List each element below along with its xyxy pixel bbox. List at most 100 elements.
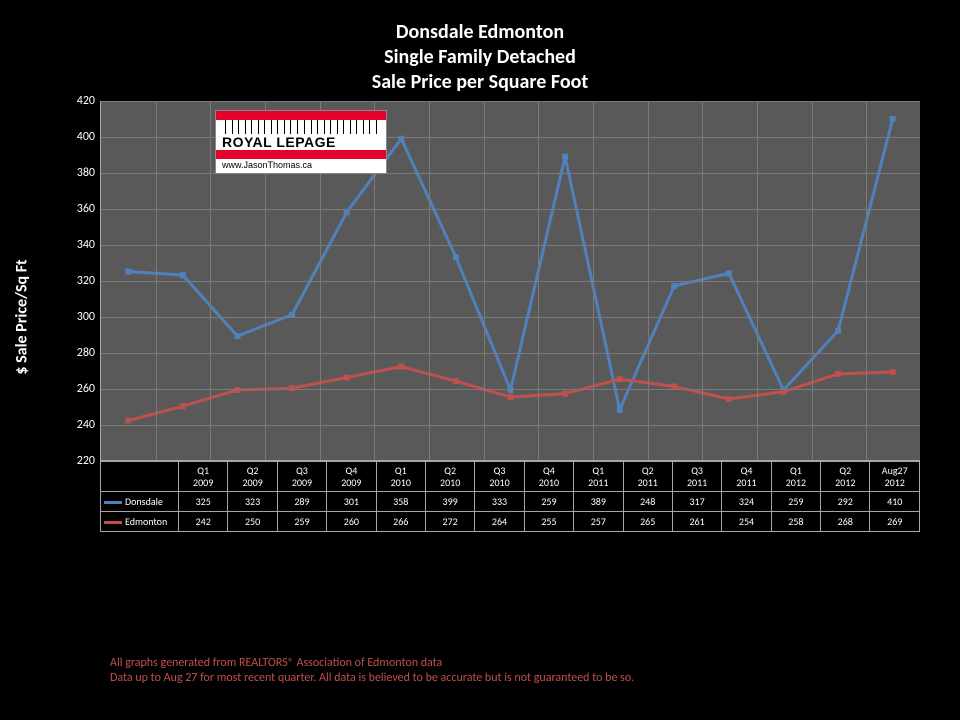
table-row: Donsdale32532328930135839933325938924831… <box>101 492 920 512</box>
y-tick-label: 360 <box>61 202 95 216</box>
y-tick-label: 300 <box>61 310 95 324</box>
legend-label: Donsdale <box>125 495 163 508</box>
y-tick-label: 400 <box>61 130 95 144</box>
logo-url: www.JasonThomas.ca <box>216 159 386 173</box>
gridline <box>101 101 920 102</box>
data-cell: 325 <box>179 492 228 512</box>
chart-frame: ROYAL LEPAGE www.JasonThomas.ca Donsdale… <box>0 0 960 720</box>
data-cell: 259 <box>277 512 326 532</box>
data-cell: 317 <box>672 492 721 512</box>
x-gridline <box>593 101 594 460</box>
marker <box>562 391 568 397</box>
data-cell: 333 <box>475 492 524 512</box>
y-axis-label: $ Sale Price/Sq Ft <box>13 259 32 374</box>
category-header: Q22010 <box>425 462 474 492</box>
y-tick-label: 260 <box>61 382 95 396</box>
marker <box>453 378 459 384</box>
data-cell: 261 <box>672 512 721 532</box>
legend-swatch <box>104 501 122 504</box>
data-cell: 250 <box>228 512 277 532</box>
x-gridline <box>484 101 485 460</box>
category-header: Q12011 <box>574 462 623 492</box>
data-cell: 269 <box>870 512 920 532</box>
marker <box>835 371 841 377</box>
data-cell: 358 <box>376 492 425 512</box>
data-cell: 248 <box>623 492 672 512</box>
marker <box>508 394 514 400</box>
table-corner <box>101 462 179 492</box>
category-header: Q32009 <box>277 462 326 492</box>
logo-bar-bottom <box>216 150 386 159</box>
x-gridline <box>757 101 758 460</box>
marker <box>890 369 896 375</box>
disclaimer-line-1: All graphs generated from REALTORS® Asso… <box>110 656 634 671</box>
marker <box>562 154 568 160</box>
marker <box>344 374 350 380</box>
legend-cell-donsdale: Donsdale <box>101 492 179 512</box>
marker <box>125 418 131 424</box>
marker <box>180 272 186 278</box>
data-cell: 255 <box>524 512 573 532</box>
marker <box>726 396 732 402</box>
plot-wrap: $ Sale Price/Sq Ft 220240260280300320340… <box>40 101 920 532</box>
data-cell: 272 <box>425 512 474 532</box>
data-cell: 389 <box>574 492 623 512</box>
data-cell: 324 <box>722 492 771 512</box>
category-header: Aug272012 <box>870 462 920 492</box>
title-line-1: Donsdale Edmonton <box>40 20 920 45</box>
gridline <box>101 353 920 354</box>
marker <box>125 269 131 275</box>
x-gridline <box>429 101 430 460</box>
data-cell: 259 <box>771 492 820 512</box>
data-cell: 301 <box>327 492 376 512</box>
data-cell: 410 <box>870 492 920 512</box>
data-cell: 254 <box>722 512 771 532</box>
gridline <box>101 245 920 246</box>
legend-label: Edmonton <box>125 515 167 528</box>
category-header: Q22009 <box>228 462 277 492</box>
x-gridline <box>538 101 539 460</box>
marker <box>726 270 732 276</box>
table-row: Edmonton24225025926026627226425525726526… <box>101 512 920 532</box>
marker <box>398 364 404 370</box>
category-header: Q42009 <box>327 462 376 492</box>
y-tick-label: 420 <box>61 94 95 108</box>
y-tick-label: 320 <box>61 274 95 288</box>
y-tick-label: 280 <box>61 346 95 360</box>
data-cell: 257 <box>574 512 623 532</box>
category-header: Q12012 <box>771 462 820 492</box>
data-cell: 265 <box>623 512 672 532</box>
logo-bar-top <box>216 111 386 120</box>
category-header: Q42011 <box>722 462 771 492</box>
disclaimer-line-2: Data up to Aug 27 for most recent quarte… <box>110 671 634 686</box>
disclaimer: All graphs generated from REALTORS® Asso… <box>110 656 634 686</box>
category-header: Q12009 <box>179 462 228 492</box>
gridline <box>101 281 920 282</box>
gridline <box>101 317 920 318</box>
data-cell: 260 <box>327 512 376 532</box>
category-header: Q12010 <box>376 462 425 492</box>
x-gridline <box>866 101 867 460</box>
royal-lepage-logo: ROYAL LEPAGE www.JasonThomas.ca <box>215 110 387 174</box>
marker <box>671 283 677 289</box>
marker <box>235 333 241 339</box>
chart-titles: Donsdale Edmonton Single Family Detached… <box>40 20 920 95</box>
category-header: Q32010 <box>475 462 524 492</box>
category-header: Q42010 <box>524 462 573 492</box>
x-gridline <box>812 101 813 460</box>
y-tick-label: 380 <box>61 166 95 180</box>
category-header: Q22011 <box>623 462 672 492</box>
data-cell: 323 <box>228 492 277 512</box>
marker <box>453 254 459 260</box>
gridline <box>101 389 920 390</box>
data-table: Q12009Q22009Q32009Q42009Q12010Q22010Q320… <box>100 461 920 532</box>
data-cell: 266 <box>376 512 425 532</box>
logo-stripes <box>216 120 386 134</box>
category-header: Q32011 <box>672 462 721 492</box>
data-cell: 258 <box>771 512 820 532</box>
data-cell: 399 <box>425 492 474 512</box>
data-cell: 292 <box>821 492 870 512</box>
y-tick-label: 220 <box>61 454 95 468</box>
legend-cell-edmonton: Edmonton <box>101 512 179 532</box>
gridline <box>101 209 920 210</box>
